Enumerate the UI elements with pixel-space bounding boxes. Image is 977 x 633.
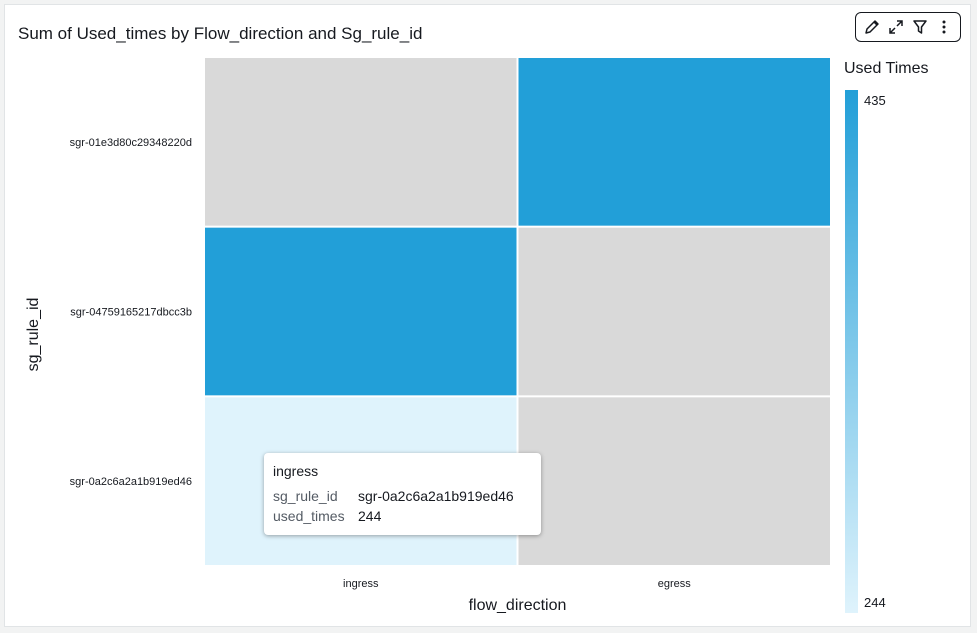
x-axis-title: flow_direction [469,597,567,614]
legend-title: Used Times [844,60,928,77]
pencil-icon[interactable] [861,16,883,38]
heatmap-cell [518,58,830,226]
heatmap-cell [205,227,517,396]
tooltip-row: sg_rule_id sgr-0a2c6a2a1b919ed46 [273,486,532,506]
heatmap-cell [518,397,830,565]
tooltip-row: used_times 244 [273,506,532,526]
expand-icon[interactable] [885,16,907,38]
more-vertical-icon[interactable] [933,16,955,38]
y-tick-label: sgr-01e3d80c29348220d [70,137,192,149]
y-tick-label: sgr-0a2c6a2a1b919ed46 [70,476,192,488]
y-tick-label: sgr-04759165217dbcc3b [70,307,192,319]
heatmap-cell [205,58,517,226]
tooltip-key: sg_rule_id [273,488,338,504]
legend-min-label: 244 [864,595,886,610]
visual-toolbar [855,12,961,42]
filter-icon[interactable] [909,16,931,38]
chart-title: Sum of Used_times by Flow_direction and … [18,24,423,43]
x-tick-label: egress [658,578,692,590]
tooltip-value: sgr-0a2c6a2a1b919ed46 [358,488,514,504]
heatmap-cell [518,227,830,396]
data-tooltip: ingress sg_rule_id sgr-0a2c6a2a1b919ed46… [264,453,541,535]
legend-max-label: 435 [864,93,886,108]
x-tick-label: ingress [343,578,379,590]
tooltip-value: 244 [358,508,382,524]
legend-color-bar [845,90,858,613]
tooltip-title: ingress [273,463,319,479]
tooltip-key: used_times [273,508,345,524]
y-axis-title: sg_rule_id [25,298,42,372]
